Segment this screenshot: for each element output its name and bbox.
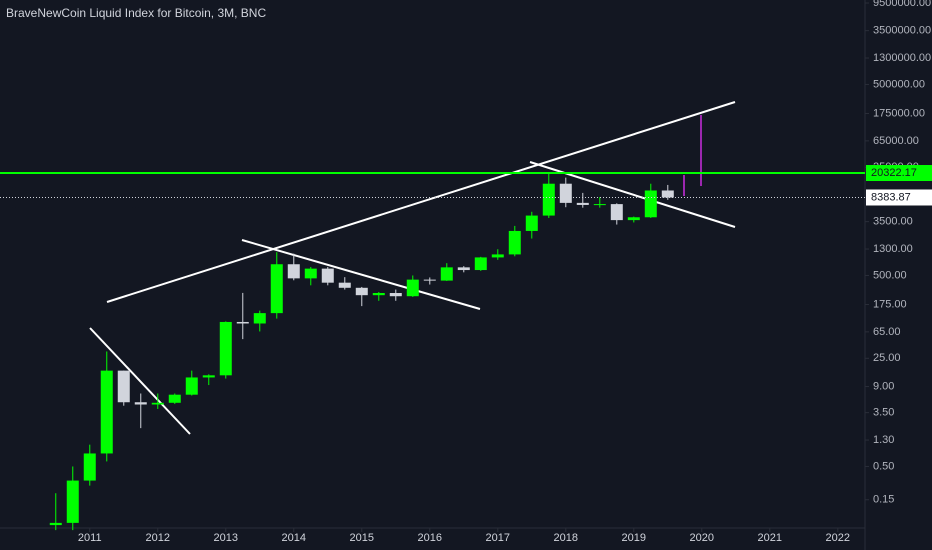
candle-body [559, 183, 572, 203]
y-tick-label: 500000.00 [873, 78, 925, 90]
y-tick-label: 65000.00 [873, 135, 919, 147]
candle-body [491, 254, 504, 258]
x-tick-label: 2016 [418, 532, 442, 544]
candle-body [474, 257, 487, 271]
y-tick-label: 1300000.00 [873, 52, 931, 64]
candle-body [508, 230, 521, 255]
candle-body [151, 402, 164, 405]
trend-line [106, 101, 736, 303]
x-tick-label: 2022 [826, 532, 850, 544]
x-tick-label: 2020 [690, 532, 714, 544]
candle-body [457, 267, 470, 271]
candle-body [355, 287, 368, 296]
x-tick-label: 2015 [350, 532, 374, 544]
candle-body [49, 522, 62, 526]
x-tick-label: 2014 [282, 532, 306, 544]
candle-body [236, 321, 249, 324]
x-tick-label: 2017 [486, 532, 510, 544]
candle-body [100, 370, 113, 454]
candle-body [83, 453, 96, 481]
y-tick-label: 500.00 [873, 269, 907, 281]
candle-body [304, 268, 317, 279]
y-tick-label: 175.00 [873, 298, 907, 310]
last-price-label-bg [866, 189, 932, 206]
candle-body [287, 264, 300, 279]
y-tick-label: 65.00 [873, 326, 901, 338]
candle-body [168, 394, 181, 403]
x-tick-label: 2018 [554, 532, 578, 544]
y-tick-label: 0.15 [873, 494, 894, 506]
candle-body [253, 313, 266, 324]
candle-body [525, 215, 538, 231]
trend-line [241, 239, 481, 310]
candle-body [389, 293, 402, 297]
y-tick-label: 175000.00 [873, 107, 925, 119]
candle-body [66, 480, 79, 523]
y-tick-label: 9500000.00 [873, 0, 931, 9]
candle-body [117, 370, 130, 403]
last-price-label: 8383.87 [871, 191, 911, 203]
candle-body [338, 282, 351, 288]
y-tick-label: 3500000.00 [873, 25, 931, 37]
y-tick-label: 0.50 [873, 460, 894, 472]
chart-title: BraveNewCoin Liquid Index for Bitcoin, 3… [6, 6, 266, 20]
candle-body [610, 204, 623, 221]
candle-body [593, 204, 606, 206]
candle-body [423, 279, 436, 281]
level-label-bg [866, 165, 932, 182]
y-tick-label: 25.00 [873, 352, 901, 364]
candle-body [202, 375, 215, 378]
x-tick-label: 2019 [622, 532, 646, 544]
candle-body [219, 321, 232, 376]
candle-body [627, 217, 640, 221]
candle-body [372, 293, 385, 296]
candle-body [661, 190, 674, 198]
y-tick-label: 1.30 [873, 434, 894, 446]
candle-body [542, 183, 555, 216]
trend-line [89, 327, 191, 435]
y-tick-label: 1300.00 [873, 243, 913, 255]
x-tick-label: 2021 [758, 532, 782, 544]
level-label: 20322.17 [871, 167, 917, 179]
candle-body [134, 402, 147, 405]
y-tick-label: 9.00 [873, 380, 894, 392]
candle-body [185, 377, 198, 395]
y-tick-label: 3.50 [873, 407, 894, 419]
candle-body [644, 190, 657, 218]
candle-body [576, 202, 589, 205]
x-tick-label: 2012 [146, 532, 170, 544]
x-tick-label: 2013 [214, 532, 238, 544]
x-tick-label: 2011 [78, 532, 102, 544]
candle-body [406, 279, 419, 297]
candle-body [270, 264, 283, 314]
y-tick-label: 3500.00 [873, 216, 913, 228]
candle-body [321, 268, 334, 283]
candle-body [440, 267, 453, 281]
